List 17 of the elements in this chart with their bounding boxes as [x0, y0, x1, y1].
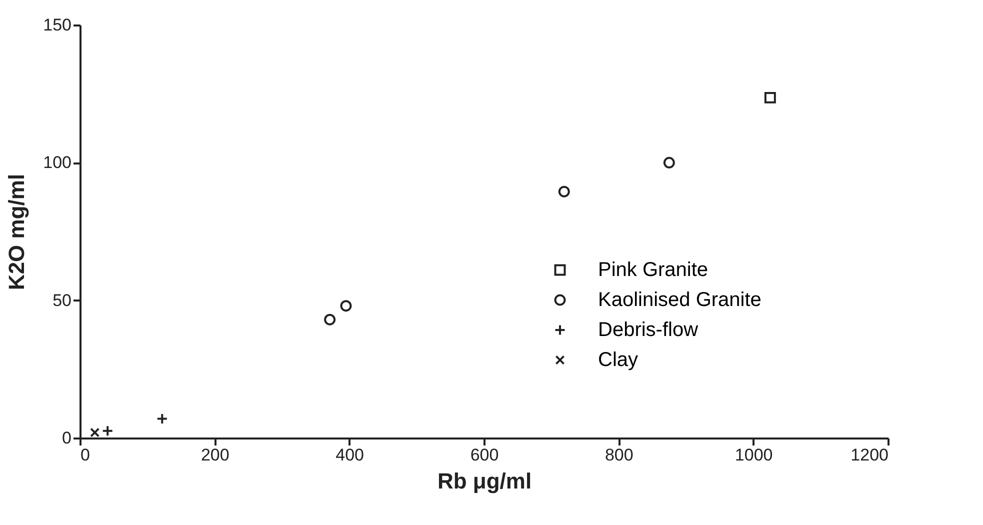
y-axis-title: K2O mg/ml — [4, 174, 30, 290]
x-tick-label: 0 — [80, 446, 90, 464]
legend-label: Kaolinised Granite — [598, 289, 762, 311]
y-tick-label: 0 — [62, 428, 72, 448]
y-tick-label: 150 — [43, 16, 72, 34]
x-tick-label: 600 — [470, 446, 499, 464]
x-tick-label: 1200 — [850, 446, 888, 464]
x-tick-label: 1000 — [734, 446, 773, 464]
legend-label: Debris-flow — [598, 319, 699, 341]
x-tick-label: 400 — [336, 446, 364, 464]
x-axis-title: Rb μg/ml — [437, 468, 532, 494]
x-tick-label: 200 — [200, 446, 230, 464]
y-tick-label: 50 — [52, 290, 72, 310]
y-tick-label: 100 — [43, 153, 72, 172]
x-tick-label: 800 — [604, 446, 634, 464]
legend-label: Clay — [598, 349, 638, 371]
legend-label: Pink Granite — [598, 259, 708, 281]
